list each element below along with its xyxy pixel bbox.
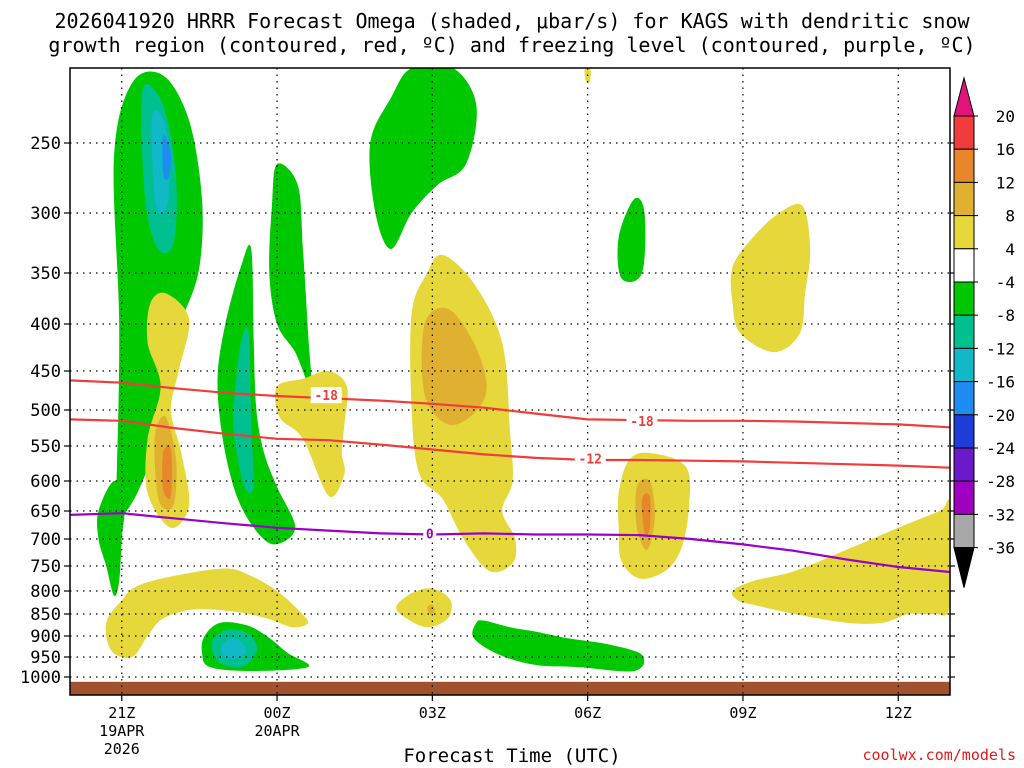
- contour-label: -18: [630, 415, 654, 430]
- ground-surface: [70, 681, 950, 695]
- colorbar-label: -32: [986, 505, 1015, 524]
- x-tick-label: 12Z: [885, 704, 912, 722]
- x-tick-label: 09Z: [729, 704, 756, 722]
- y-tick-label: 700: [30, 530, 61, 550]
- omega-region: [269, 163, 312, 387]
- y-tick-label: 900: [30, 627, 61, 647]
- credit-link[interactable]: coolwx.com/models: [862, 746, 1016, 764]
- plot-frame: [69, 67, 951, 696]
- omega-region: [221, 637, 247, 660]
- omega-region: [617, 197, 646, 283]
- omega-region: [396, 588, 452, 628]
- colorbar-swatch: [953, 248, 975, 283]
- x-tick-label: 19APR: [99, 722, 145, 740]
- contour-line: [70, 379, 950, 429]
- x-tick-label: 21Z: [108, 704, 135, 722]
- colorbar-label: 8: [1005, 207, 1015, 226]
- x-tick-label: 20APR: [254, 722, 300, 740]
- colorbar-label: 12: [996, 173, 1015, 192]
- colorbar-swatch: [953, 148, 975, 183]
- y-tick-label: 400: [30, 315, 61, 335]
- colorbar-label: -28: [986, 472, 1015, 491]
- colorbar-label: -12: [986, 339, 1015, 358]
- colorbar-swatch: [953, 447, 975, 482]
- omega-region: [105, 568, 309, 658]
- y-tick-label: 600: [30, 472, 61, 492]
- colorbar-label: -4: [996, 273, 1015, 292]
- contour-line: [70, 512, 950, 574]
- colorbar-swatch: [953, 513, 975, 549]
- colorbar-label: -36: [986, 539, 1015, 558]
- colorbar-swatch: [953, 281, 975, 316]
- chart-title-line2: growth region (contoured, red, ºC) and f…: [48, 33, 976, 57]
- x-tick-label: 2026: [104, 740, 140, 758]
- y-tick-label: 800: [30, 582, 61, 602]
- colorbar-top-arrow: [953, 76, 975, 117]
- omega-region: [162, 135, 172, 180]
- colorbar-label: 16: [996, 140, 1015, 159]
- colorbar-swatch: [953, 480, 975, 515]
- colorbar-label: -8: [996, 306, 1015, 325]
- contour-line: [70, 418, 950, 469]
- contour-label-bg: [574, 450, 606, 467]
- omega-region: [232, 327, 254, 494]
- x-axis-label: Forecast Time (UTC): [403, 745, 621, 767]
- y-tick-label: 850: [30, 605, 61, 625]
- y-tick-label: 300: [30, 204, 61, 224]
- contour-label: -12: [578, 453, 601, 468]
- y-tick-label: 450: [30, 362, 61, 382]
- y-tick-label: 1000: [20, 668, 61, 688]
- contour-label-bg: [423, 525, 437, 542]
- colorbar-swatch: [953, 381, 975, 416]
- contour-label: 0: [426, 527, 434, 542]
- omega-region: [96, 480, 125, 597]
- contour-label-bg: [626, 412, 658, 429]
- y-tick-label: 350: [30, 264, 61, 284]
- omega-region: [427, 604, 435, 615]
- colorbar-swatch: [953, 115, 975, 150]
- colorbar-label: -20: [986, 406, 1015, 425]
- x-tick-label: 06Z: [574, 704, 601, 722]
- y-tick-label: 650: [30, 502, 61, 522]
- y-tick-label: 250: [30, 134, 61, 154]
- y-tick-label: 500: [30, 401, 61, 421]
- omega-region: [421, 307, 487, 426]
- y-tick-label: 550: [30, 437, 61, 457]
- colorbar-swatch: [953, 215, 975, 250]
- colorbar-swatch: [953, 181, 975, 217]
- omega-region: [369, 68, 477, 249]
- contour-label: -18: [314, 389, 338, 404]
- colorbar-swatch: [953, 347, 975, 383]
- colorbar-label: 20: [996, 107, 1015, 126]
- colorbar-label: 4: [1005, 240, 1015, 259]
- colorbar-swatch: [953, 314, 975, 349]
- y-tick-label: 750: [30, 557, 61, 577]
- colorbar-bottom-arrow: [953, 547, 975, 588]
- x-tick-label: 00Z: [264, 704, 291, 722]
- colorbar-label: -24: [986, 439, 1015, 458]
- colorbar-swatch: [953, 414, 975, 449]
- omega-region: [162, 445, 172, 500]
- omega-region: [731, 498, 950, 624]
- contour-label-bg: [310, 387, 342, 404]
- colorbar-label: -16: [986, 373, 1015, 392]
- y-tick-label: 950: [30, 648, 61, 668]
- omega-region: [472, 620, 645, 672]
- chart-title-line1: 2026041920 HRRR Forecast Omega (shaded, …: [54, 9, 970, 33]
- x-tick-label: 03Z: [419, 704, 446, 722]
- omega-region: [641, 493, 651, 536]
- omega-region: [217, 244, 296, 545]
- omega-region: [730, 203, 811, 353]
